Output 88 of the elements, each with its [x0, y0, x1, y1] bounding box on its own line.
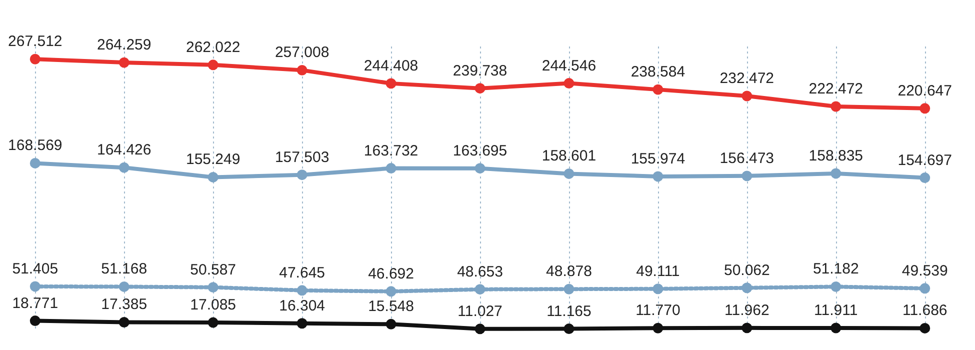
point — [652, 84, 664, 95]
data-label: 244.546 — [542, 57, 596, 74]
data-label: 18.771 — [12, 294, 58, 312]
data-label: 11.770 — [636, 302, 680, 320]
point — [30, 316, 40, 326]
point — [118, 57, 130, 68]
point — [652, 171, 664, 182]
point — [474, 83, 486, 94]
point — [386, 78, 396, 89]
point — [296, 285, 308, 296]
data-label: 220.647 — [898, 82, 952, 100]
data-label: 154.697 — [898, 152, 952, 169]
point — [296, 170, 308, 180]
data-label: 155.249 — [186, 151, 240, 168]
data-label: 51.182 — [812, 260, 859, 278]
data-label: 46.692 — [368, 265, 414, 282]
data-label: 232.472 — [720, 70, 774, 87]
data-label: 48.653 — [457, 263, 503, 280]
data-label: 168.569 — [8, 137, 62, 154]
point — [920, 103, 930, 114]
point — [564, 168, 574, 179]
data-label: 48.878 — [546, 263, 592, 280]
data-label: 49.539 — [902, 262, 948, 280]
point — [830, 281, 842, 292]
data-label: 262.022 — [186, 38, 240, 56]
point — [742, 322, 752, 334]
data-label: 244.408 — [364, 57, 418, 74]
point — [474, 163, 486, 174]
data-label: 158.835 — [808, 147, 864, 164]
point — [830, 101, 842, 112]
point — [386, 286, 396, 297]
point — [564, 78, 574, 89]
data-label: 164.426 — [96, 142, 152, 159]
point — [208, 172, 218, 182]
data-label: 16.304 — [279, 297, 325, 314]
data-label: 155.974 — [630, 150, 686, 168]
data-label: 47.645 — [279, 264, 325, 282]
point — [118, 281, 130, 292]
data-label: 267.512 — [8, 33, 62, 50]
point — [830, 322, 842, 334]
point — [474, 284, 486, 295]
data-label: 11.027 — [458, 302, 502, 320]
data-label: 157.503 — [274, 148, 330, 166]
data-label: 158.601 — [542, 148, 596, 165]
point — [208, 60, 218, 70]
data-label: 222.472 — [808, 80, 864, 98]
data-label: 257.008 — [274, 44, 330, 62]
point — [564, 284, 574, 294]
point — [652, 322, 664, 334]
data-label: 11.911 — [814, 302, 858, 319]
point — [118, 162, 130, 173]
data-label: 156.473 — [720, 150, 774, 167]
point — [652, 284, 664, 294]
point — [30, 158, 40, 168]
data-label: 264.259 — [96, 36, 152, 54]
data-label: 17.085 — [190, 296, 236, 314]
point — [564, 324, 574, 334]
data-label: 50.062 — [724, 262, 770, 279]
point — [386, 163, 396, 174]
point — [208, 282, 218, 293]
point — [208, 317, 218, 328]
data-label: 51.405 — [12, 260, 58, 278]
point — [920, 283, 930, 294]
point — [30, 54, 40, 64]
data-label: 15.548 — [368, 298, 414, 316]
data-label: 238.584 — [630, 64, 686, 81]
point — [742, 282, 752, 294]
data-label: 239.738 — [452, 62, 508, 80]
point — [742, 90, 752, 102]
data-label: 17.385 — [101, 296, 148, 314]
data-label: 11.686 — [902, 302, 948, 320]
point — [920, 172, 930, 184]
point — [742, 170, 752, 182]
point — [474, 324, 486, 334]
point — [30, 281, 40, 292]
data-label: 163.695 — [452, 142, 508, 160]
data-label: 11.165 — [546, 302, 592, 320]
point — [920, 322, 930, 334]
data-label: 51.168 — [101, 260, 148, 278]
point — [296, 318, 308, 329]
data-label: 11.962 — [724, 302, 770, 319]
point — [118, 317, 130, 328]
data-label: 50.587 — [190, 261, 236, 278]
data-label: 49.111 — [636, 262, 680, 280]
point — [296, 64, 308, 76]
point — [830, 168, 842, 179]
data-label: 163.732 — [364, 142, 418, 160]
point — [386, 318, 396, 330]
